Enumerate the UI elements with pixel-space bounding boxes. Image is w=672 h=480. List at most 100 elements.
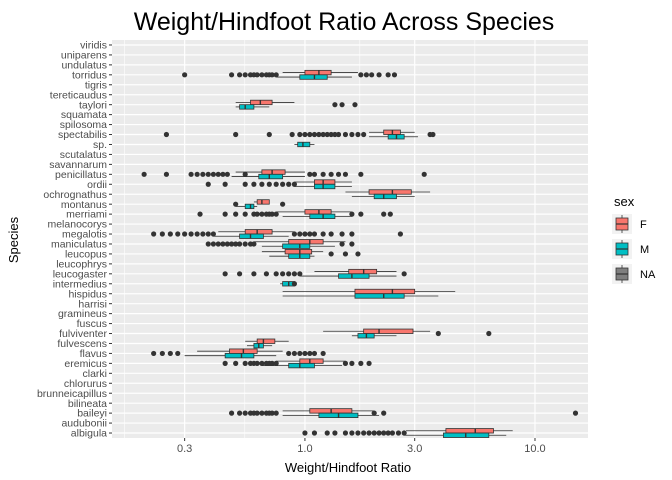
y-tick-label: chlorurus bbox=[64, 378, 107, 390]
outlier-point bbox=[224, 171, 230, 177]
outlier-point bbox=[332, 131, 338, 138]
box-body bbox=[288, 362, 315, 369]
outlier-point bbox=[228, 72, 235, 78]
outlier-point bbox=[269, 360, 275, 366]
outlier-point bbox=[297, 231, 303, 237]
outlier-point bbox=[311, 171, 318, 177]
box-body bbox=[299, 358, 324, 364]
outlier-point bbox=[236, 241, 243, 247]
outlier-point bbox=[381, 430, 387, 436]
legend-item-NA: NA bbox=[612, 264, 656, 284]
outlier-point bbox=[302, 131, 308, 138]
outlier-point bbox=[167, 231, 173, 237]
outlier-point bbox=[320, 131, 326, 138]
box-flavus-M bbox=[184, 353, 277, 359]
y-tick-label: harrisi bbox=[78, 298, 107, 310]
y-tick-label: leucogaster bbox=[53, 268, 108, 280]
outlier-point bbox=[210, 171, 216, 177]
outlier-point bbox=[273, 360, 279, 366]
y-tick-label: taylori bbox=[79, 99, 107, 111]
y-tick-label: penicillatus bbox=[55, 169, 107, 181]
y-axis-title: Species bbox=[6, 216, 21, 263]
box-body bbox=[224, 353, 255, 359]
outlier-point bbox=[163, 171, 170, 177]
box-body bbox=[299, 74, 328, 80]
outlier-point bbox=[349, 131, 355, 138]
outlier-point bbox=[242, 360, 248, 366]
outlier-point bbox=[273, 410, 279, 416]
outlier-point bbox=[342, 251, 349, 257]
x-axis: 0.3 1.0 3.0 10.0 bbox=[177, 438, 546, 455]
outlier-point bbox=[200, 231, 206, 237]
outlier-point bbox=[159, 231, 165, 237]
box-taylori-F bbox=[235, 99, 295, 106]
outlier-point bbox=[215, 241, 221, 247]
outlier-point bbox=[228, 410, 235, 416]
box-body bbox=[239, 104, 255, 110]
box-body bbox=[261, 169, 286, 175]
outlier-point bbox=[280, 201, 286, 207]
outlier-point bbox=[273, 211, 279, 217]
y-tick-label: albigula bbox=[71, 428, 107, 440]
box-body bbox=[304, 69, 332, 76]
outlier-point bbox=[220, 241, 226, 247]
y-tick-label: fulvescens bbox=[57, 338, 107, 350]
outlier-point bbox=[349, 241, 355, 247]
outlier-point bbox=[355, 251, 361, 257]
outlier-point bbox=[167, 350, 173, 357]
box-hispidus-F bbox=[282, 288, 456, 295]
outlier-point bbox=[205, 171, 211, 177]
outlier-point bbox=[222, 360, 228, 366]
outlier-point bbox=[385, 72, 391, 78]
box-fulviventer-F bbox=[323, 328, 431, 334]
y-tick-label: spilosoma bbox=[60, 119, 107, 131]
outlier-point bbox=[328, 131, 334, 138]
outlier-point bbox=[269, 410, 275, 416]
outlier-point bbox=[401, 271, 407, 277]
y-tick-label: fulviventer bbox=[59, 328, 107, 340]
outlier-point bbox=[175, 231, 181, 237]
outlier-point bbox=[236, 271, 243, 277]
outlier-point bbox=[233, 360, 239, 366]
x-tick-label: 1.0 bbox=[297, 443, 312, 455]
outlier-point bbox=[188, 231, 194, 237]
outlier-point bbox=[381, 410, 387, 416]
outlier-point bbox=[358, 360, 364, 366]
outlier-point bbox=[182, 231, 188, 237]
box-fulviventer-M bbox=[351, 333, 397, 339]
box-leucopus-M bbox=[269, 253, 315, 259]
outlier-point bbox=[387, 211, 393, 217]
y-tick-label: torridus bbox=[72, 69, 107, 81]
y-tick-label: audubonii bbox=[61, 418, 107, 430]
outlier-point bbox=[259, 72, 265, 78]
outlier-point bbox=[210, 231, 216, 237]
outlier-point bbox=[339, 102, 345, 108]
y-tick-label: ochrognathus bbox=[43, 189, 107, 201]
y-tick-label: ordii bbox=[87, 179, 107, 191]
box-body bbox=[250, 99, 273, 106]
outlier-point bbox=[332, 430, 338, 436]
y-tick-label: leucophrys bbox=[56, 258, 107, 270]
outlier-point bbox=[324, 430, 330, 436]
outlier-point bbox=[266, 181, 272, 187]
box-body bbox=[244, 203, 255, 210]
outlier-point bbox=[289, 131, 295, 138]
outlier-point bbox=[291, 181, 298, 187]
outlier-point bbox=[259, 410, 265, 416]
outlier-point bbox=[349, 430, 355, 436]
outlier-point bbox=[233, 211, 239, 217]
box-body bbox=[445, 428, 494, 434]
legend-label: NA bbox=[640, 269, 656, 281]
outlier-point bbox=[151, 350, 157, 357]
y-axis: albigulaauduboniibaileyibilineatabrunnei… bbox=[37, 40, 112, 440]
box-body bbox=[354, 288, 416, 295]
outlier-point bbox=[251, 241, 257, 247]
outlier-point bbox=[205, 181, 211, 187]
outlier-point bbox=[307, 171, 313, 177]
outlier-point bbox=[266, 131, 272, 138]
outlier-point bbox=[269, 72, 275, 78]
outlier-point bbox=[342, 131, 349, 138]
outlier-point bbox=[291, 271, 298, 277]
legend-title: sex bbox=[614, 194, 635, 209]
outlier-point bbox=[339, 231, 345, 237]
